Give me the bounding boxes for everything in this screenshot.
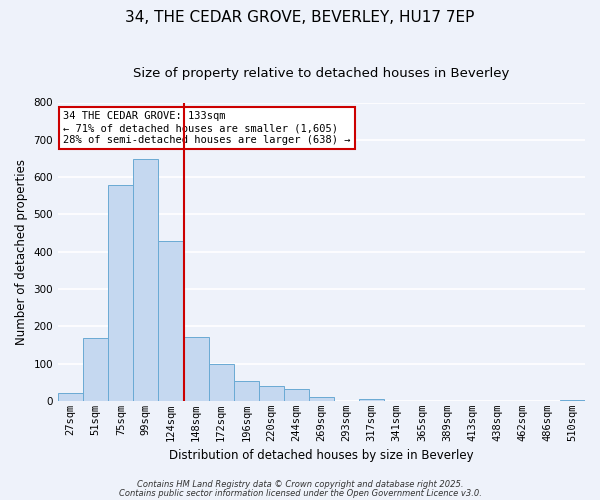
Bar xyxy=(359,399,384,401)
Bar xyxy=(58,394,83,401)
Bar xyxy=(309,397,334,401)
Text: Contains HM Land Registry data © Crown copyright and database right 2025.: Contains HM Land Registry data © Crown c… xyxy=(137,480,463,489)
Text: 34, THE CEDAR GROVE, BEVERLEY, HU17 7EP: 34, THE CEDAR GROVE, BEVERLEY, HU17 7EP xyxy=(125,10,475,25)
X-axis label: Distribution of detached houses by size in Beverley: Distribution of detached houses by size … xyxy=(169,450,474,462)
Bar xyxy=(284,388,309,401)
Bar xyxy=(259,386,284,401)
Text: 34 THE CEDAR GROVE: 133sqm
← 71% of detached houses are smaller (1,605)
28% of s: 34 THE CEDAR GROVE: 133sqm ← 71% of deta… xyxy=(64,112,351,144)
Bar xyxy=(158,240,184,401)
Y-axis label: Number of detached properties: Number of detached properties xyxy=(15,158,28,344)
Bar xyxy=(560,400,585,401)
Bar xyxy=(108,184,133,401)
Bar xyxy=(133,159,158,401)
Text: Contains public sector information licensed under the Open Government Licence v3: Contains public sector information licen… xyxy=(119,488,481,498)
Title: Size of property relative to detached houses in Beverley: Size of property relative to detached ho… xyxy=(133,68,510,80)
Bar xyxy=(233,382,259,401)
Bar xyxy=(83,338,108,401)
Bar xyxy=(209,364,233,401)
Bar xyxy=(184,336,209,401)
